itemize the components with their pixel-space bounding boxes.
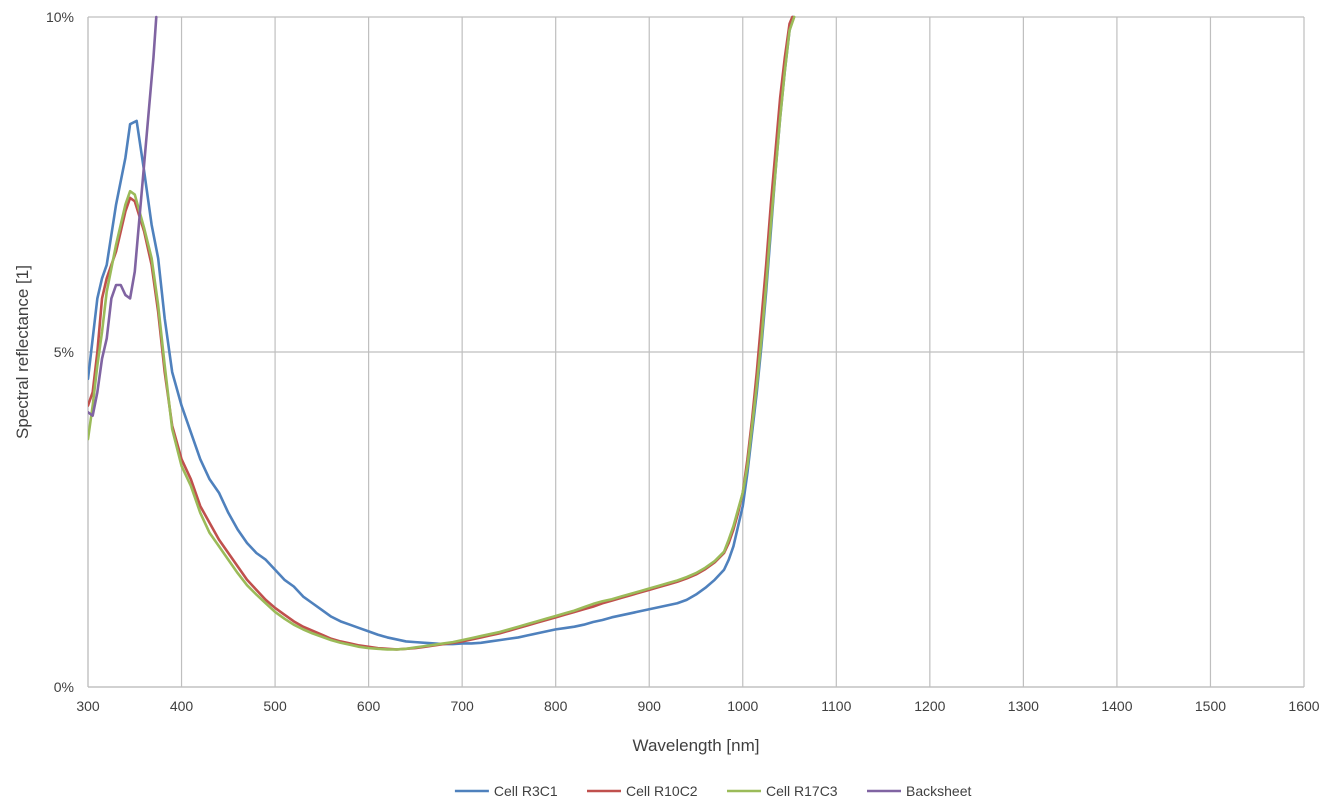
legend-item-backsheet: Backsheet	[867, 783, 971, 799]
series-line-cell-r10c2	[88, 15, 794, 651]
x-tick-label-500: 500	[263, 698, 287, 714]
series-lines	[88, 15, 796, 651]
y-axis-title: Spectral reflectance [1]	[13, 265, 32, 439]
x-tick-label-1500: 1500	[1195, 698, 1226, 714]
x-tick-label-300: 300	[76, 698, 100, 714]
plot-border	[87, 17, 1304, 688]
legend-item-cell-r10c2: Cell R10C2	[587, 783, 698, 799]
x-tick-label-600: 600	[357, 698, 381, 714]
x-tick-label-800: 800	[544, 698, 568, 714]
x-tick-label-400: 400	[170, 698, 194, 714]
legend-label-backsheet: Backsheet	[906, 783, 971, 799]
y-tick-label-0: 0%	[54, 679, 74, 695]
y-tick-labels: 0% 5% 10%	[46, 9, 74, 695]
x-tick-label-1600: 1600	[1288, 698, 1319, 714]
x-tick-label-1400: 1400	[1101, 698, 1132, 714]
legend-item-cell-r3c1: Cell R3C1	[454, 783, 558, 799]
gridlines	[87, 16, 1305, 688]
legend-label-cell-r17c3: Cell R17C3	[766, 783, 838, 799]
x-tick-label-700: 700	[450, 698, 474, 714]
series-line-backsheet	[88, 15, 158, 417]
x-axis-title: Wavelength [nm]	[633, 736, 760, 755]
y-tick-label-10: 10%	[46, 9, 74, 25]
x-tick-label-1300: 1300	[1008, 698, 1039, 714]
series-line-cell-r17c3	[88, 15, 796, 651]
x-tick-label-1000: 1000	[727, 698, 758, 714]
x-tick-label-1200: 1200	[914, 698, 945, 714]
legend-label-cell-r10c2: Cell R10C2	[626, 783, 698, 799]
x-tick-label-1100: 1100	[821, 698, 851, 714]
legend-label-cell-r3c1: Cell R3C1	[494, 783, 558, 799]
series-line-cell-r3c1	[88, 15, 795, 646]
y-tick-label-5: 5%	[54, 344, 74, 360]
x-tick-label-900: 900	[638, 698, 662, 714]
legend: Cell R3C1 Cell R10C2 Cell R17C3 Backsheet	[454, 783, 971, 799]
x-tick-labels: 300 400 500 600 700 800 900 1000 1100 1200 1300 140…	[76, 698, 1319, 714]
legend-item-cell-r17c3: Cell R17C3	[727, 783, 838, 799]
